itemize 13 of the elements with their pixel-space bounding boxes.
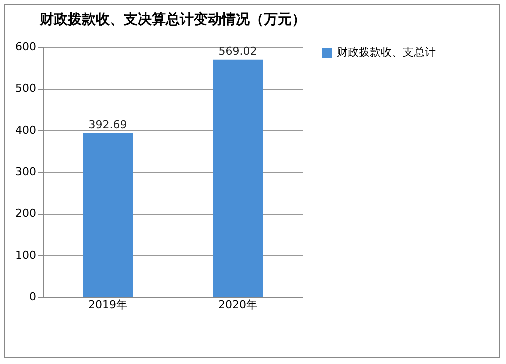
y-tick-label: 0 <box>30 290 36 304</box>
y-tick-label: 100 <box>16 248 36 262</box>
x-tick-label: 2020年 <box>218 298 258 312</box>
data-label: 392.69 <box>88 118 128 132</box>
legend-label: 财政拨款收、支总计 <box>337 46 436 59</box>
y-tick-label: 600 <box>16 40 36 54</box>
chart-title: 财政拨款收、支决算总计变动情况（万元） <box>39 11 306 28</box>
y-tick-label: 400 <box>16 124 36 137</box>
x-tick-label: 2019年 <box>88 298 128 312</box>
data-label: 569.02 <box>218 44 258 58</box>
y-tick-label: 300 <box>16 166 36 178</box>
y-tick-label: 200 <box>16 207 36 220</box>
y-tick-label: 500 <box>16 82 36 96</box>
